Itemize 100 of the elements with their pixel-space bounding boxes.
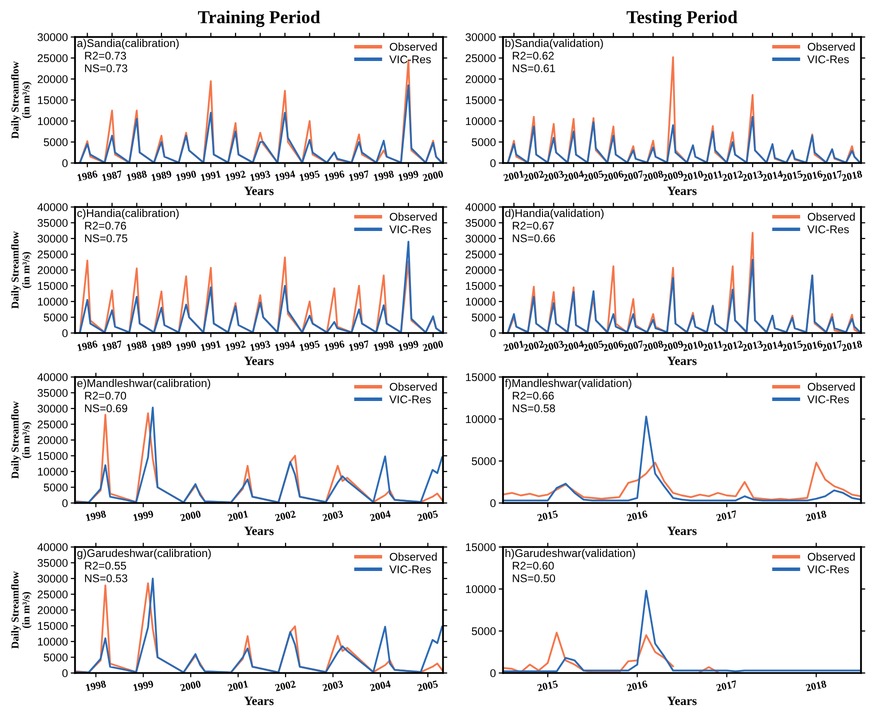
y-tick-label: 0 (62, 329, 68, 338)
annotation: R2=0.76 (85, 222, 126, 230)
x-tick-label: 2012 (722, 340, 744, 352)
x-axis-title: Years (244, 696, 274, 706)
x-tick-label: 2002 (274, 510, 296, 522)
y-tick-label: 10000 (466, 415, 496, 424)
x-tick-label: 2017 (716, 680, 738, 692)
y-tick-label: 10000 (466, 585, 496, 594)
x-tick-label: 1988 (126, 340, 148, 352)
x-axis-title: Years (244, 186, 274, 196)
x-tick-label: 2005 (417, 510, 438, 522)
x-tick-label: 2002 (523, 170, 544, 182)
x-tick-label: 1994 (274, 170, 296, 182)
y-tick-label: 30000 (38, 33, 68, 42)
y-tick-label: 10000 (38, 638, 68, 646)
x-tick-label: 2010 (682, 170, 704, 182)
x-axis-title: Years (244, 356, 274, 366)
legend-label: Observed (390, 42, 437, 51)
y-axis-title: Daily Streamflow (in m³/s) (11, 401, 32, 479)
legend-label: VIC-Res (807, 55, 849, 64)
x-tick-label: 1996 (324, 170, 345, 182)
y-tick-label: 35000 (38, 219, 68, 227)
x-tick-label: 2014 (762, 170, 784, 182)
y-tick-label: 25000 (466, 250, 496, 258)
y-tick-label: 10000 (466, 298, 496, 306)
annotation: e)Mandleshwar(calibration) (77, 378, 210, 390)
x-tick-label: 1997 (348, 340, 370, 352)
line-series (79, 240, 443, 333)
x-tick-label: 2000 (422, 340, 444, 352)
x-tick-label: 2001 (227, 680, 248, 692)
x-tick-label: 1999 (398, 170, 419, 182)
x-tick-label: 1992 (225, 170, 246, 182)
line-series (503, 462, 861, 501)
y-tick-label: 15000 (38, 452, 68, 460)
x-tick-label: 1993 (250, 170, 271, 182)
line-series (507, 116, 861, 163)
x-tick-label: 1998 (373, 340, 394, 352)
y-tick-label: 20000 (466, 266, 496, 274)
legend-label: Observed (808, 382, 855, 391)
chart-title: Testing Period (626, 10, 738, 28)
x-tick-label: 2008 (642, 170, 664, 182)
annotation: NS=0.61 (512, 64, 555, 72)
annotation: NS=0.58 (512, 404, 556, 412)
x-tick-label: 2018 (806, 510, 827, 522)
y-tick-label: 30000 (38, 574, 68, 583)
x-tick-label: 2014 (762, 340, 784, 352)
x-tick-label: 2012 (722, 170, 744, 182)
x-tick-label: 2006 (602, 340, 624, 352)
x-tick-label: 2011 (702, 340, 723, 352)
y-axis-title: Daily Streamflow (in m³/s) (11, 61, 32, 139)
x-tick-label: 2000 (422, 170, 444, 182)
x-tick-label: 2015 (537, 680, 558, 692)
y-tick-label: 30000 (38, 234, 68, 243)
x-tick-label: 2003 (322, 510, 344, 522)
annotation: R2=0.60 (512, 562, 554, 570)
legend-label: VIC-Res (807, 225, 849, 234)
y-tick-label: 35000 (38, 559, 68, 567)
x-tick-label: 2016 (802, 340, 823, 352)
x-tick-label: 2003 (322, 680, 344, 692)
x-tick-label: 1989 (151, 170, 172, 182)
y-tick-label: 20000 (38, 266, 68, 274)
legend-label: Observed (808, 42, 855, 51)
legend-label: VIC-Res (389, 55, 431, 64)
y-tick-label: 0 (62, 499, 68, 508)
y-tick-label: 40000 (37, 203, 68, 212)
annotation: R2=0.55 (85, 562, 126, 570)
x-tick-label: 2016 (626, 510, 648, 522)
x-tick-label: 2005 (417, 680, 438, 692)
y-tick-label: 20000 (38, 75, 68, 84)
y-tick-label: 30000 (466, 234, 496, 243)
x-tick-label: 1987 (102, 170, 123, 182)
annotation: R2=0.62 (512, 52, 554, 60)
x-tick-label: 2004 (562, 170, 584, 182)
x-tick-label: 2003 (543, 170, 564, 182)
x-tick-label: 2005 (582, 170, 604, 182)
x-tick-label: 2017 (821, 170, 843, 182)
legend-label: Observed (808, 552, 855, 561)
line-series (79, 84, 443, 163)
y-tick-label: 0 (490, 499, 496, 508)
annotation: R2=0.73 (85, 52, 126, 60)
x-axis-title: Years (667, 696, 697, 706)
y-tick-label: 40000 (37, 373, 68, 382)
y-tick-label: 40000 (465, 203, 496, 212)
x-tick-label: 2016 (626, 680, 648, 692)
annotation: NS=0.73 (85, 64, 128, 72)
x-tick-label: 2004 (370, 510, 391, 522)
x-tick-label: 1990 (176, 340, 196, 352)
x-tick-label: 1999 (398, 340, 419, 352)
y-tick-label: 5000 (472, 138, 496, 146)
line-series (507, 258, 861, 333)
x-tick-label: 2013 (742, 170, 763, 182)
y-tick-label: 25000 (38, 250, 68, 258)
x-tick-label: 1996 (324, 340, 345, 352)
x-tick-label: 1988 (126, 170, 148, 182)
x-tick-label: 1998 (86, 680, 106, 692)
x-tick-label: 2017 (716, 510, 738, 522)
y-tick-label: 10000 (38, 117, 68, 126)
line-series (503, 416, 861, 502)
y-tick-label: 25000 (38, 420, 68, 428)
x-tick-label: 2004 (370, 680, 391, 692)
